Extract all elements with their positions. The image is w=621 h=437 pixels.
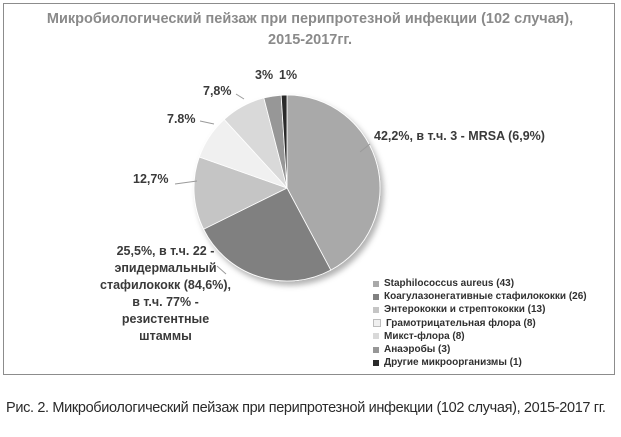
- pie-slices: [193, 94, 381, 282]
- legend-swatch: [373, 346, 379, 353]
- pie-slice-other: [280, 94, 288, 189]
- legend: Staphilococcus aureus (43) Коагулазонега…: [373, 277, 587, 369]
- slice-label-anaerobes: 3%: [255, 68, 274, 82]
- chart-title: Микробиологический пейзаж при перипротез…: [4, 9, 616, 51]
- slice-label-other: 1%: [279, 68, 298, 82]
- slice-label-enterococci: 12,7%: [133, 172, 169, 186]
- pie-slice-enterococci: [193, 156, 289, 230]
- legend-swatch: [373, 359, 379, 366]
- legend-item: Энтерококки и стрептококки (13): [373, 303, 587, 316]
- legend-label: Коагулазонегативные стафилококки (26): [384, 291, 587, 303]
- slice-label-staph-aureus: 42,2%, в т.ч. 3 - MRSA (6,9%): [374, 129, 545, 143]
- legend-item: Микст-флора (8): [373, 330, 587, 343]
- legend-label: Анаэробы (3): [384, 344, 451, 356]
- legend-swatch: [373, 306, 379, 313]
- legend-swatch: [373, 319, 381, 328]
- leader-line: [174, 180, 198, 185]
- legend-item: Анаэробы (3): [373, 343, 587, 356]
- legend-item: Другие микроорганизмы (1): [373, 356, 587, 369]
- legend-item: Коагулазонегативные стафилококки (26): [373, 290, 587, 303]
- leader-line: [216, 265, 227, 275]
- chart-title-line-1: Микробиологический пейзаж при перипротез…: [46, 11, 574, 27]
- chart-title-line-2: 2015-2017гг.: [268, 32, 352, 48]
- slice-label-coagulase-negative: 25,5%, в т.ч. 22 - эпидермальный стафило…: [100, 244, 232, 343]
- pie-slice-staph-aureus: [286, 94, 381, 271]
- legend-item: Грамотрицательная флора (8): [373, 317, 587, 330]
- legend-label: Другие микроорганизмы (1): [384, 357, 522, 369]
- figure-caption: Рис. 2. Микробиологический пейзаж при пе…: [6, 400, 606, 416]
- legend-swatch: [373, 293, 379, 300]
- leader-line: [235, 93, 245, 100]
- leader-line: [359, 143, 371, 153]
- slice-label-gram-negative: 7.8%: [167, 112, 196, 126]
- legend-item: Staphilococcus aureus (43): [373, 277, 587, 290]
- leader-lines: [174, 93, 371, 275]
- legend-label: Staphilococcus aureus (43): [384, 278, 515, 290]
- pie-slice-coagulase-negative: [203, 187, 332, 282]
- chart-frame: Микробиологический пейзаж при перипротез…: [3, 3, 615, 375]
- legend-label: Грамотрицательная флора (8): [386, 317, 536, 329]
- leader-line: [199, 120, 215, 125]
- legend-label: Энтерококки и стрептококки (13): [384, 304, 546, 316]
- pie-chart: [174, 93, 381, 282]
- slice-label-mixed-flora: 7,8%: [203, 84, 232, 98]
- legend-swatch: [373, 280, 379, 287]
- legend-label: Микст-флора (8): [384, 330, 465, 342]
- legend-swatch: [373, 333, 379, 340]
